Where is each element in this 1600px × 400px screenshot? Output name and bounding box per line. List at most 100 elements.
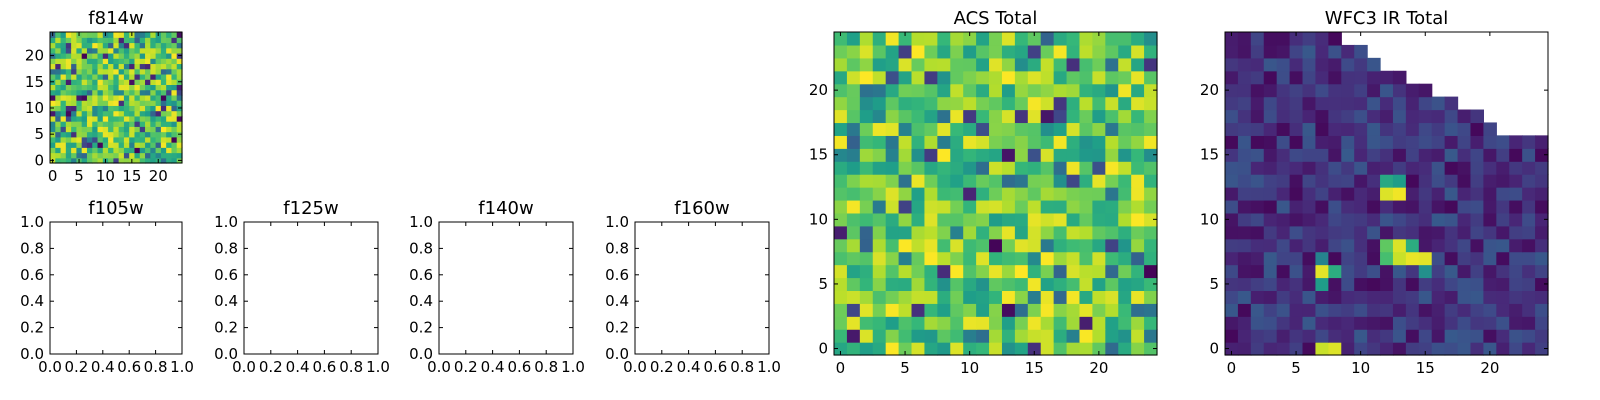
heatmap-cell bbox=[1105, 174, 1119, 188]
heatmap-cell bbox=[102, 147, 109, 154]
heatmap-cell bbox=[834, 57, 848, 72]
heatmap-cell bbox=[76, 105, 83, 112]
heatmap-cell bbox=[1027, 122, 1042, 136]
heatmap-cell bbox=[55, 131, 62, 138]
heatmap-cell bbox=[160, 37, 167, 44]
heatmap-cell bbox=[1392, 122, 1407, 136]
heatmap-cell bbox=[1367, 225, 1381, 240]
heatmap-cell bbox=[1354, 238, 1368, 253]
heatmap-cell bbox=[976, 212, 990, 227]
heatmap-cell bbox=[97, 115, 104, 122]
heatmap-cell bbox=[97, 110, 104, 117]
heatmap-cell bbox=[1250, 303, 1265, 317]
heatmap-cell bbox=[924, 57, 938, 72]
heatmap-cell bbox=[60, 115, 67, 122]
heatmap-cell bbox=[885, 174, 900, 188]
heatmap-cell bbox=[171, 110, 178, 117]
heatmap-cell bbox=[1079, 187, 1093, 201]
heatmap-cell bbox=[123, 147, 130, 154]
heatmap-cell bbox=[1509, 187, 1523, 201]
heatmap-cell bbox=[1431, 342, 1446, 356]
heatmap-cell bbox=[1315, 225, 1329, 240]
heatmap-cell bbox=[145, 63, 151, 70]
heatmap-cell bbox=[176, 110, 183, 117]
heatmap-cell bbox=[937, 174, 951, 188]
heatmap-cell bbox=[976, 32, 990, 46]
heatmap-cell bbox=[1522, 277, 1536, 291]
heatmap-cell bbox=[1367, 329, 1381, 343]
heatmap-cell bbox=[55, 84, 62, 91]
heatmap-cell bbox=[155, 42, 162, 49]
heatmap-cell bbox=[150, 142, 157, 148]
heatmap-cell bbox=[50, 100, 56, 106]
heatmap-cell bbox=[950, 70, 964, 85]
heatmap-cell bbox=[1276, 251, 1291, 266]
heatmap-cell bbox=[846, 251, 861, 266]
heatmap-cell bbox=[134, 47, 141, 54]
panel-title: WFC3 IR Total bbox=[1325, 8, 1448, 29]
heatmap-cell bbox=[1431, 329, 1446, 343]
heatmap-cell bbox=[963, 148, 977, 162]
heatmap-cell bbox=[1131, 32, 1145, 46]
heatmap-cell bbox=[1001, 251, 1016, 266]
heatmap-cell bbox=[166, 52, 173, 59]
heatmap-cell bbox=[834, 83, 848, 98]
heatmap-cell bbox=[160, 73, 167, 80]
heatmap-cell bbox=[123, 110, 130, 117]
heatmap-cell bbox=[859, 187, 874, 201]
heatmap-cell bbox=[1001, 109, 1016, 124]
heatmap-cell bbox=[1470, 238, 1484, 253]
heatmap-cell bbox=[1250, 161, 1265, 175]
heatmap-cell bbox=[1079, 57, 1093, 72]
heatmap-cell bbox=[1367, 212, 1381, 227]
heatmap-cell bbox=[1040, 174, 1055, 188]
heatmap-cell bbox=[145, 115, 151, 122]
heatmap-cell bbox=[1392, 187, 1407, 201]
heatmap-cell bbox=[1250, 96, 1265, 111]
y-tick-label: 0.8 bbox=[214, 239, 238, 257]
heatmap-cell bbox=[102, 52, 109, 59]
heatmap-cell bbox=[924, 70, 938, 85]
heatmap-cell bbox=[1509, 212, 1523, 227]
heatmap-cell bbox=[1418, 316, 1433, 330]
heatmap-cell bbox=[102, 136, 109, 143]
heatmap-cell bbox=[86, 52, 93, 59]
panel-title: f814w bbox=[88, 8, 143, 29]
heatmap-cell bbox=[924, 44, 938, 59]
heatmap-cell bbox=[1405, 83, 1420, 98]
heatmap-cell bbox=[102, 110, 109, 117]
heatmap-cell bbox=[139, 73, 146, 80]
heatmap-cell bbox=[1066, 277, 1081, 291]
heatmap-cell bbox=[1040, 83, 1055, 98]
heatmap-cell bbox=[92, 63, 99, 70]
heatmap-cell bbox=[1105, 161, 1119, 175]
heatmap-cell bbox=[1315, 174, 1329, 188]
heatmap-cell bbox=[1131, 212, 1145, 227]
heatmap-cell bbox=[1535, 225, 1549, 240]
heatmap-cell bbox=[1522, 316, 1536, 330]
heatmap-cell bbox=[50, 110, 56, 117]
heatmap-cell bbox=[1457, 212, 1472, 227]
heatmap-cell bbox=[924, 238, 938, 253]
heatmap-cell bbox=[859, 109, 874, 124]
heatmap-cell bbox=[1367, 135, 1381, 149]
heatmap-cell bbox=[976, 290, 990, 304]
x-tick-label: 15 bbox=[122, 167, 141, 185]
heatmap-cell bbox=[950, 290, 964, 304]
heatmap-cell bbox=[1250, 264, 1265, 279]
heatmap-cell bbox=[1225, 96, 1239, 111]
heatmap-cell bbox=[963, 264, 977, 279]
heatmap-cell bbox=[1144, 238, 1158, 253]
heatmap-cell bbox=[924, 290, 938, 304]
heatmap-cell bbox=[155, 94, 162, 101]
heatmap-cell bbox=[134, 63, 141, 70]
heatmap-cell bbox=[1066, 264, 1081, 279]
heatmap-cell bbox=[989, 174, 1003, 188]
heatmap-cell bbox=[1027, 148, 1042, 162]
heatmap-cell bbox=[1053, 264, 1068, 279]
heatmap-cell bbox=[113, 73, 120, 80]
heatmap-cell bbox=[1237, 122, 1252, 136]
heatmap-cell bbox=[976, 161, 990, 175]
heatmap-cell bbox=[1457, 225, 1472, 240]
heatmap-cell bbox=[898, 251, 913, 266]
